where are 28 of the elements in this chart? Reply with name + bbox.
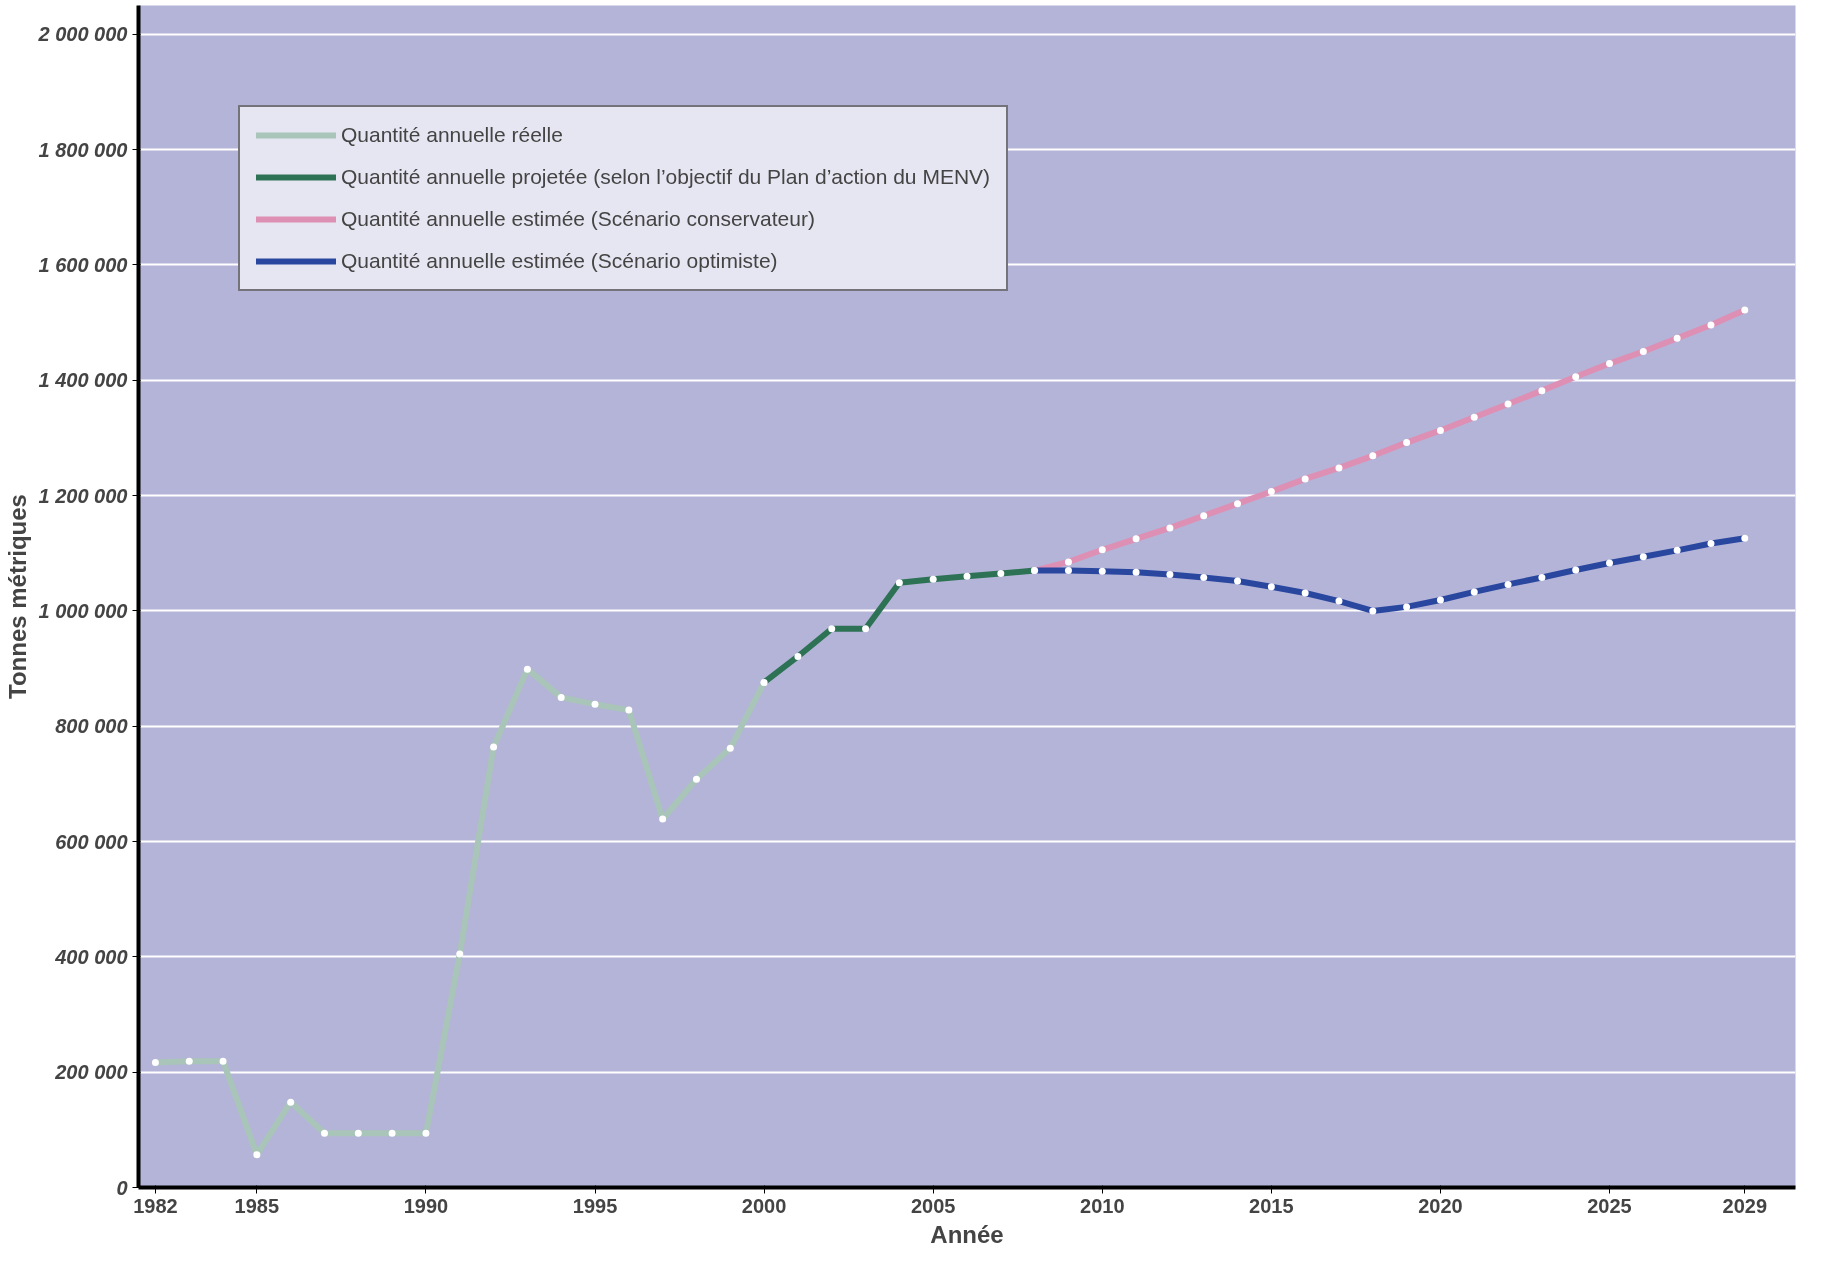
x-tick-label: 2000 (741, 1194, 787, 1217)
legend-label: Quantité annuelle réelle (341, 123, 563, 147)
y-tick-label: 1 000 000 (38, 599, 128, 622)
x-tick-label: 2029 (1722, 1194, 1768, 1217)
x-tick-label: 2005 (910, 1194, 956, 1217)
y-tick-label: 800 000 (55, 715, 128, 738)
x-tick-label: 1990 (403, 1194, 449, 1217)
x-tick-label: 2025 (1587, 1194, 1632, 1217)
y-tick-label: 600 000 (55, 830, 128, 853)
y-tick-label: 1 800 000 (38, 138, 128, 161)
x-axis-title: Année (930, 1220, 1004, 1248)
x-tick-label: 1982 (133, 1194, 178, 1217)
y-tick-label: 1 200 000 (38, 484, 128, 507)
legend-label: Quantité annuelle estimée (Scénario optimiste) (341, 249, 778, 273)
y-tick-label: 200 000 (54, 1061, 128, 1084)
y-tick-label: 400 000 (54, 945, 128, 968)
y-tick-label: 0 (116, 1176, 128, 1199)
x-tick-label: 2020 (1418, 1194, 1463, 1217)
x-tick-label: 2015 (1249, 1194, 1294, 1217)
y-tick-label: 2 000 000 (37, 23, 128, 46)
x-tick-label: 2010 (1080, 1194, 1125, 1217)
y-axis-title: Tonnes métriques (3, 494, 31, 699)
legend-label: Quantité annuelle estimée (Scénario conservateur) (341, 207, 815, 231)
legend-label: Quantité annuelle projetée (selon l’objectif du Plan d’action du MENV) (341, 165, 991, 189)
x-tick-label: 1985 (234, 1194, 280, 1217)
x-tick-label: 1995 (572, 1194, 618, 1217)
y-tick-label: 1 400 000 (38, 369, 128, 392)
y-tick-label: 1 600 000 (38, 253, 128, 276)
